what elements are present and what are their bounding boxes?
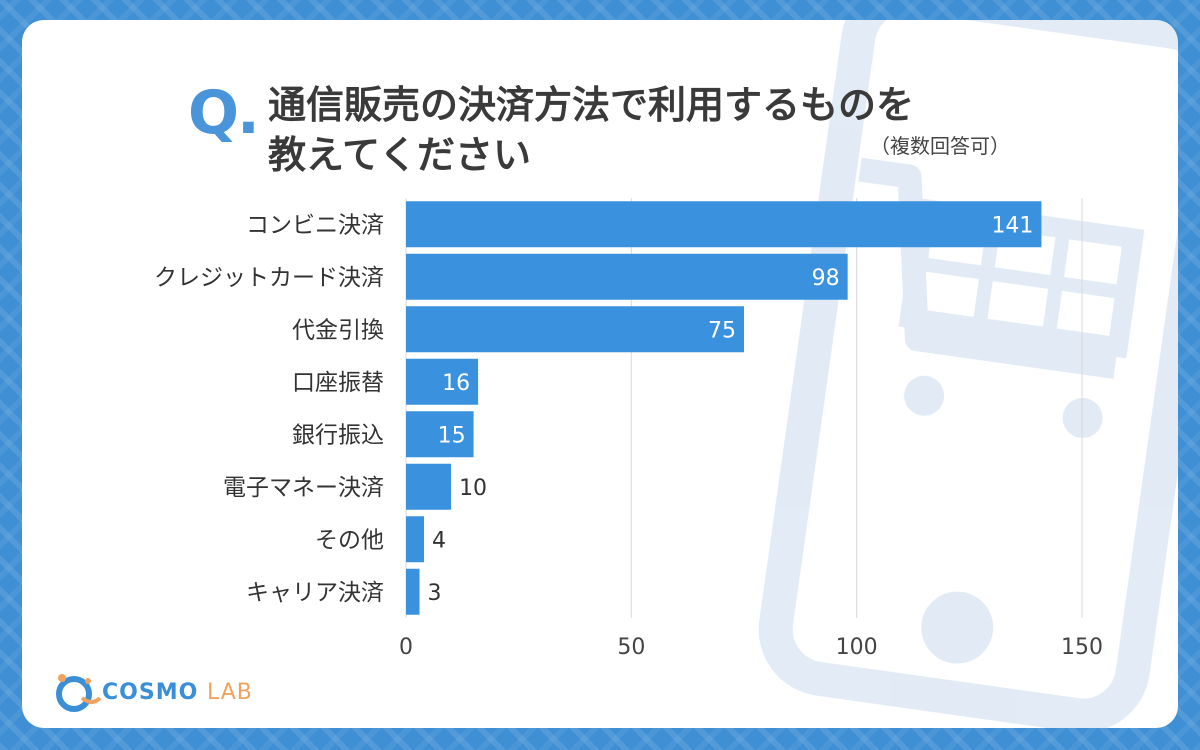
multiple-answer-note: （複数回答可） [870, 134, 1010, 158]
data-label-7: 3 [428, 581, 442, 606]
data-label-6: 4 [432, 528, 446, 553]
category-label-2: 代金引換 [292, 317, 384, 343]
chart-card: Q. 通信販売の決済方法で利用するものを 教えてください （複数回答可） 0 50… [22, 20, 1178, 728]
category-label-5: 電子マネー決済 [223, 475, 384, 501]
category-label-7: キャリア決済 [246, 580, 384, 606]
data-label-2: 75 [708, 318, 736, 343]
bar-1 [406, 253, 848, 300]
bar-4 [406, 411, 474, 458]
cosmo-lab-logo-icon [56, 674, 102, 712]
x-tick-label-3: 150 [1061, 635, 1103, 660]
category-label-1: クレジットカード決済 [154, 265, 384, 291]
chart-title: 通信販売の決済方法で利用するものを 教えてください [268, 80, 1028, 180]
title-line-2: 教えてください [268, 133, 531, 177]
data-label-4: 15 [438, 423, 466, 448]
data-label-0: 141 [991, 213, 1033, 238]
bar-0 [406, 201, 1042, 248]
title-line-1: 通信販売の決済方法で利用するものを [268, 83, 915, 127]
data-label-1: 98 [812, 266, 840, 291]
bar-3 [406, 358, 479, 405]
brand-name-suffix: LAB [206, 680, 253, 705]
bar-7 [406, 568, 420, 615]
category-label-4: 銀行振込 [292, 422, 384, 448]
category-label-0: コンビニ決済 [246, 212, 384, 238]
bar-5 [406, 463, 452, 510]
bar-6 [406, 516, 425, 563]
x-tick-label-0: 0 [399, 635, 413, 660]
brand-name: COSMO LAB [102, 680, 253, 705]
bar-chart: 0 50 100 150 コンビニ決済 141 クレジットカード決済 98 代金引換 75 口座振替… [154, 198, 1103, 660]
category-label-6: その他 [315, 527, 384, 553]
brand-name-main: COSMO [102, 680, 199, 705]
data-label-5: 10 [459, 476, 487, 501]
bar-2 [406, 306, 744, 353]
question-mark: Q. [188, 78, 260, 148]
data-label-3: 16 [442, 371, 470, 396]
category-label-3: 口座振替 [292, 370, 384, 396]
x-tick-label-1: 50 [617, 635, 645, 660]
x-tick-label-2: 100 [836, 635, 878, 660]
